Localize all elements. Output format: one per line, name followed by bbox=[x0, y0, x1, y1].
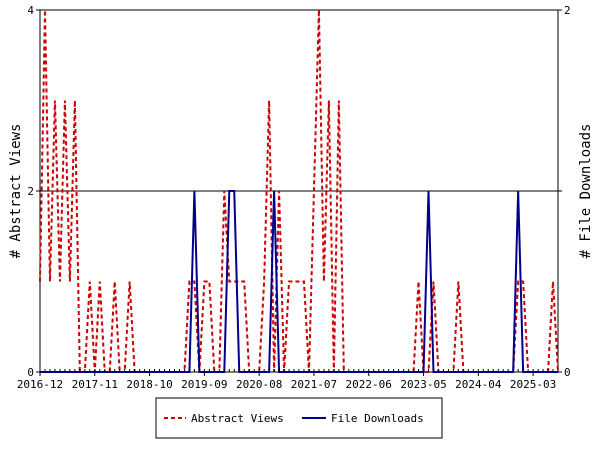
x-tick-label: 2022-06 bbox=[346, 378, 392, 391]
series-line-abstract-views bbox=[39, 9, 559, 373]
y-tick-label-right: 2 bbox=[564, 4, 571, 17]
legend: Abstract Views File Downloads bbox=[155, 397, 443, 439]
y-tick-label-left: 0 bbox=[27, 366, 34, 379]
x-tick-label: 2020-08 bbox=[236, 378, 282, 391]
x-tick-label: 2025-03 bbox=[510, 378, 556, 391]
legend-box bbox=[155, 397, 443, 439]
y-axis-title-left: # Abstract Views bbox=[8, 124, 24, 259]
y-tick-label-left: 2 bbox=[27, 185, 34, 198]
x-tick-label: 2024-04 bbox=[455, 378, 502, 391]
y-axis-title-right: # File Downloads bbox=[578, 124, 594, 259]
x-tick-label: 2016-12 bbox=[17, 378, 63, 391]
legend-label-file-downloads: File Downloads bbox=[331, 412, 424, 425]
x-tick-label: 2023-05 bbox=[400, 378, 446, 391]
x-tick-label: 2017-11 bbox=[72, 378, 118, 391]
x-tick-label: 2019-09 bbox=[181, 378, 227, 391]
legend-label-abstract-views: Abstract Views bbox=[191, 412, 284, 425]
x-tick-label: 2018-10 bbox=[126, 378, 172, 391]
y-tick-label-left: 4 bbox=[27, 4, 34, 17]
y-tick-label-right: 0 bbox=[564, 366, 571, 379]
x-tick-label: 2021-07 bbox=[291, 378, 337, 391]
